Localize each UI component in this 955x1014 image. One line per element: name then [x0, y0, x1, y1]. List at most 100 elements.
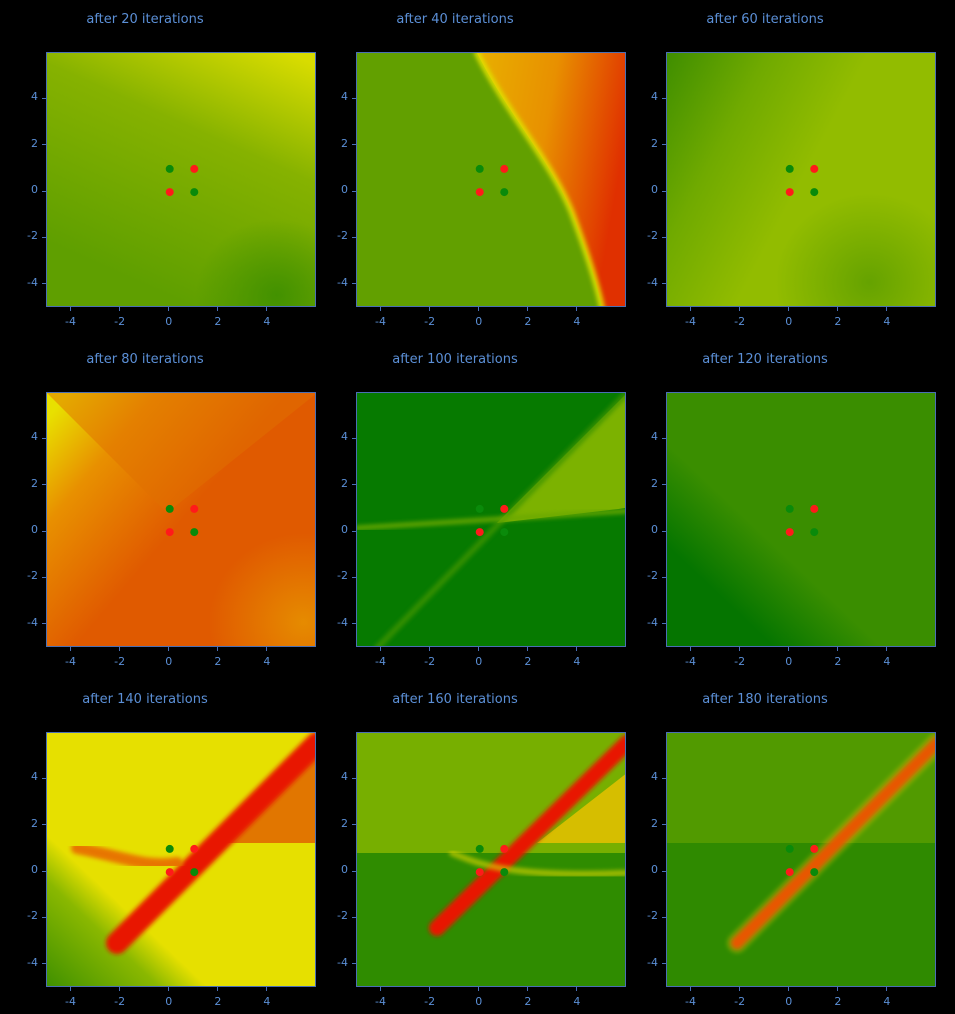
chart-panel: after 80 iterations -4 -2 0 2 4 -4 -2 0 2 4 [0, 352, 316, 674]
x-tick-label: 4 [263, 995, 271, 1008]
x-tick-mark [886, 307, 888, 311]
y-tick-mark [352, 963, 356, 965]
x-tick-mark [429, 987, 431, 991]
x-tick-label: 2 [524, 995, 532, 1008]
x-tick-label: -4 [375, 655, 387, 668]
x-tick-label: 2 [214, 655, 222, 668]
heatmap-svg [667, 733, 935, 986]
y-tick-mark [662, 236, 666, 238]
y-tick-label: -4 [27, 615, 38, 629]
x-tick-label: 0 [165, 315, 173, 328]
x-tick-label: 4 [883, 315, 891, 328]
heatmap-svg [47, 53, 315, 306]
y-tick-label: 4 [651, 90, 658, 104]
heatmap-region [667, 393, 935, 646]
plot-area [46, 732, 316, 987]
y-tick-mark [42, 623, 46, 625]
heatmap-svg [47, 393, 315, 646]
x-tick-label: -2 [734, 655, 746, 668]
red-point [810, 504, 819, 513]
x-tick-mark [119, 647, 121, 651]
y-tick-mark [42, 916, 46, 918]
y-tick-mark [662, 824, 666, 826]
x-tick-label: 4 [573, 315, 581, 328]
x-tick-mark [70, 307, 72, 311]
plot-area [666, 732, 936, 987]
green-point [190, 868, 199, 877]
x-tick-label: 2 [214, 315, 222, 328]
decision-boundary [429, 735, 625, 936]
y-tick-mark [662, 777, 666, 779]
y-tick-mark [662, 963, 666, 965]
heatmap-svg [357, 53, 625, 306]
y-tick-label: -4 [27, 275, 38, 289]
x-tick-label: 4 [263, 655, 271, 668]
plot-area [356, 52, 626, 307]
x-tick-label: 2 [834, 655, 842, 668]
chart-panel: after 160 iterations -4 -2 0 2 4 -4 -2 0 2 4 [310, 692, 626, 1014]
plot-area [666, 52, 936, 307]
y-tick-mark [42, 283, 46, 285]
plot-area [356, 732, 626, 987]
green-point [785, 844, 794, 853]
x-tick-mark [690, 647, 692, 651]
red-point [475, 528, 484, 537]
x-tick-mark [168, 647, 170, 651]
x-tick-label: -4 [375, 315, 387, 328]
green-point [810, 188, 819, 197]
red-point [500, 844, 509, 853]
y-tick-label: 2 [31, 136, 38, 150]
x-tick-mark [739, 307, 741, 311]
x-tick-label: -2 [424, 995, 436, 1008]
y-tick-label: -4 [337, 615, 348, 629]
chart-panel: after 40 iterations -4 -2 0 2 4 -4 -2 0 2 4 [310, 12, 626, 334]
y-tick-mark [352, 144, 356, 146]
x-tick-mark [576, 307, 578, 311]
y-tick-label: 0 [31, 183, 38, 197]
y-tick-label: -2 [337, 229, 348, 243]
x-tick-mark [739, 987, 741, 991]
x-tick-mark [788, 987, 790, 991]
y-tick-mark [662, 623, 666, 625]
y-tick-mark [662, 530, 666, 532]
y-tick-mark [662, 97, 666, 99]
x-tick-label: 0 [165, 995, 173, 1008]
y-tick-label: -2 [337, 909, 348, 923]
y-tick-mark [42, 236, 46, 238]
x-tick-mark [70, 987, 72, 991]
chart-title: after 120 iterations [702, 352, 828, 367]
red-point [810, 844, 819, 853]
x-tick-mark [837, 987, 839, 991]
x-tick-mark [168, 987, 170, 991]
x-tick-mark [576, 647, 578, 651]
green-point [475, 844, 484, 853]
green-point [475, 504, 484, 513]
decision-boundary [357, 508, 625, 531]
y-tick-label: 2 [341, 476, 348, 490]
y-tick-label: -2 [647, 909, 658, 923]
chart-panel: after 60 iterations -4 -2 0 2 4 -4 -2 0 2 4 [620, 12, 936, 334]
y-tick-label: 0 [341, 863, 348, 877]
y-tick-label: 2 [341, 136, 348, 150]
green-point [500, 868, 509, 877]
heatmap-svg [357, 733, 625, 986]
plot-area [356, 392, 626, 647]
y-tick-mark [352, 576, 356, 578]
y-tick-label: 4 [651, 770, 658, 784]
red-point [500, 504, 509, 513]
x-tick-mark [478, 647, 480, 651]
y-tick-mark [662, 437, 666, 439]
y-tick-label: -4 [647, 615, 658, 629]
x-tick-label: -4 [375, 995, 387, 1008]
y-tick-mark [662, 916, 666, 918]
x-tick-mark [527, 307, 529, 311]
y-tick-mark [662, 144, 666, 146]
heatmap-region [47, 393, 315, 646]
heatmap-svg [47, 733, 315, 986]
red-point [165, 528, 174, 537]
x-tick-mark [217, 987, 219, 991]
decision-boundary [727, 733, 935, 953]
y-tick-label: 2 [341, 816, 348, 830]
y-tick-mark [42, 437, 46, 439]
x-tick-mark [690, 987, 692, 991]
